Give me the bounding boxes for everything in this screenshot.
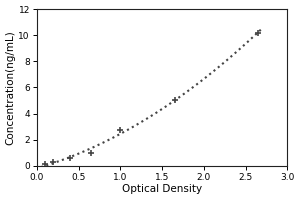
Y-axis label: Concentration(ng/mL): Concentration(ng/mL): [6, 30, 16, 145]
X-axis label: Optical Density: Optical Density: [122, 184, 202, 194]
